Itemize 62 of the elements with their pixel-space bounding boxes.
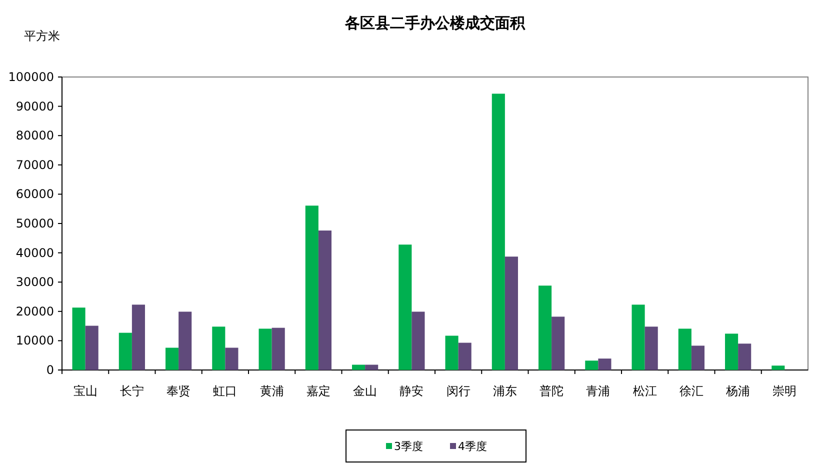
x-tick-label: 浦东 [492, 384, 517, 398]
bar [598, 358, 612, 370]
y-tick-label: 40000 [16, 246, 54, 260]
bar [318, 230, 332, 370]
x-tick-label: 普陀 [540, 384, 564, 398]
x-tick-label: 黄浦 [260, 384, 284, 398]
bar [738, 344, 752, 370]
bar [504, 256, 518, 370]
x-tick-label: 奉贤 [166, 384, 191, 398]
bar [678, 328, 692, 370]
bar [412, 312, 425, 370]
x-tick-label: 青浦 [586, 384, 610, 398]
x-tick-label: 杨浦 [725, 384, 750, 398]
bar [365, 364, 378, 370]
chart-title: 各区县二手办公楼成交面积 [344, 14, 526, 32]
bar [644, 326, 658, 370]
y-tick-label: 70000 [16, 158, 54, 172]
x-tick-label: 虹口 [213, 384, 238, 398]
bar [585, 360, 598, 370]
y-tick-label: 100000 [8, 70, 54, 84]
bar [552, 316, 565, 370]
bar [352, 364, 366, 370]
x-tick-label: 徐汇 [679, 384, 704, 398]
bar [212, 326, 226, 370]
x-tick-label: 金山 [353, 384, 378, 398]
y-tick-label: 30000 [16, 275, 54, 290]
x-tick-label: 宝山 [73, 384, 98, 398]
x-tick-label: 崇明 [772, 384, 797, 398]
y-tick-label: 0 [46, 363, 54, 377]
bar [178, 312, 192, 370]
x-tick-label: 静安 [400, 384, 424, 398]
y-tick-label: 60000 [16, 187, 54, 202]
y-tick-label: 50000 [16, 216, 54, 230]
bar [691, 346, 704, 370]
y-tick-label: 20000 [16, 304, 54, 318]
bar [272, 328, 285, 370]
bar [398, 244, 412, 370]
bar [132, 304, 145, 370]
y-axis-title: 平方米 [24, 29, 60, 43]
x-tick-label: 嘉定 [306, 384, 330, 398]
x-tick-label: 松江 [632, 384, 657, 398]
bar [305, 206, 318, 370]
bar [458, 342, 472, 370]
y-tick-label: 10000 [16, 334, 54, 348]
bar [118, 332, 132, 370]
x-tick-label: 长宁 [120, 384, 144, 398]
bar [72, 308, 86, 370]
x-tick-label: 闵行 [446, 384, 470, 398]
bar [772, 366, 785, 370]
bar [538, 286, 552, 370]
legend-label: 4季度 [458, 440, 487, 453]
bar [85, 326, 98, 370]
bar [725, 334, 738, 370]
bar [445, 336, 458, 370]
y-tick-label: 80000 [16, 128, 54, 143]
bar [166, 348, 179, 370]
y-tick-label: 90000 [16, 99, 54, 114]
bar [258, 328, 272, 370]
bar [492, 94, 505, 370]
bar [632, 304, 645, 370]
bar [225, 348, 238, 370]
legend-label: 3季度 [394, 440, 423, 453]
